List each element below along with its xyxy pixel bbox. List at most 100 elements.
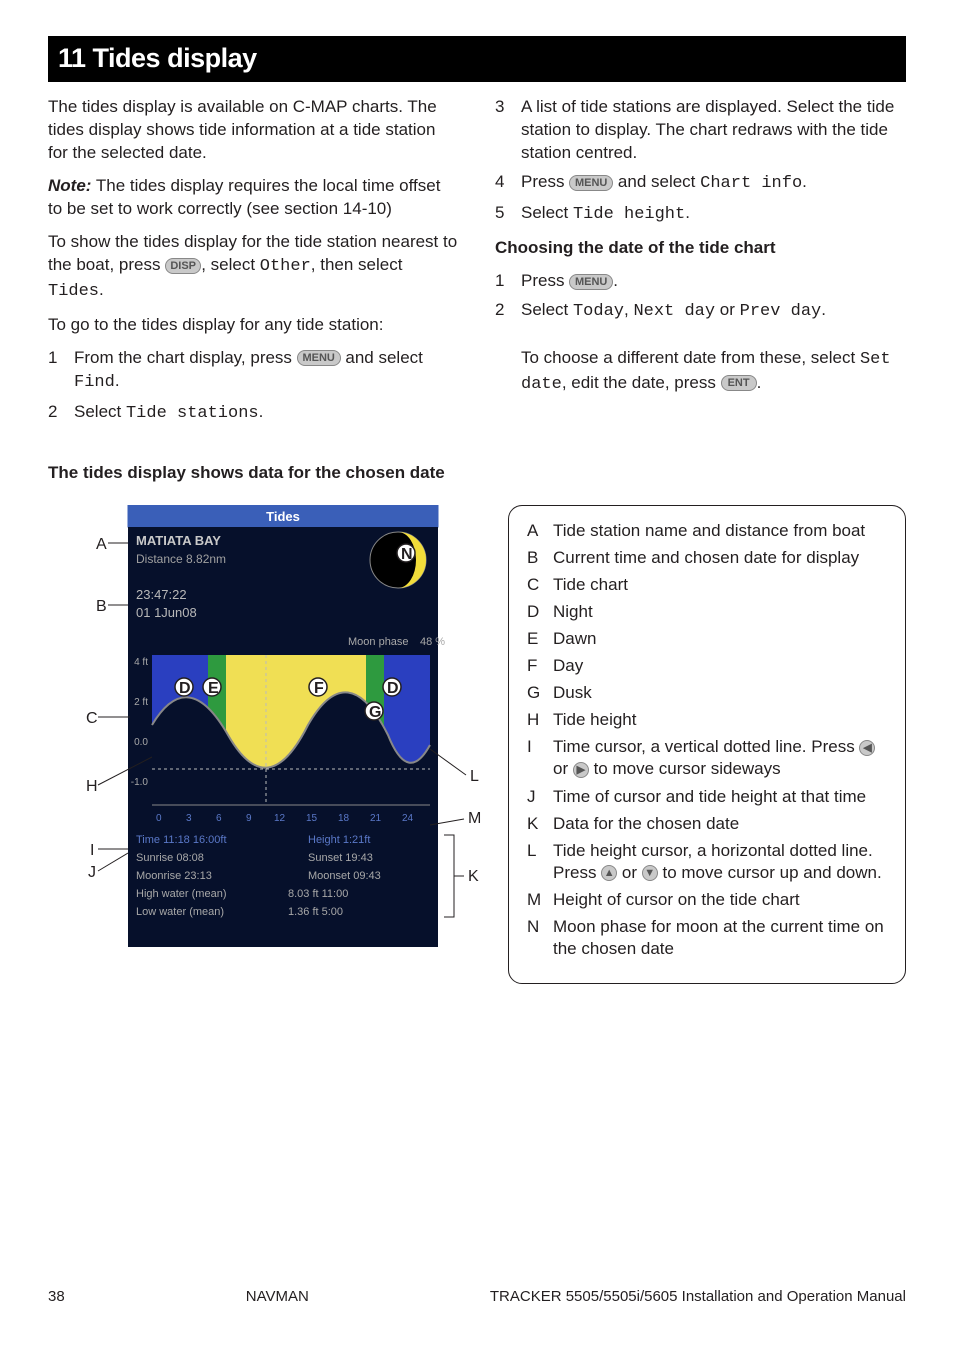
svg-text:12: 12 [274, 813, 286, 824]
svg-text:A: A [96, 536, 107, 553]
list-item: L Tide height cursor, a horizontal dotte… [527, 840, 887, 884]
step-body: Select Tide height. [521, 202, 906, 227]
svg-text:Moon phase: Moon phase [348, 636, 409, 648]
list-item: 2 Select Today, Next day or Prev day. To… [495, 299, 906, 397]
svg-text:23:47:22: 23:47:22 [136, 587, 187, 602]
list-item: I Time cursor, a vertical dotted line. P… [527, 736, 887, 780]
footer-brand: NAVMAN [246, 1287, 309, 1307]
svg-text:24: 24 [402, 813, 414, 824]
svg-text:D: D [179, 680, 191, 697]
list-item: EDawn [527, 628, 887, 650]
show-tides-paragraph: To show the tides display for the tide s… [48, 231, 459, 304]
main-two-column: The tides display is available on C-MAP … [48, 96, 906, 435]
left-steps: 1 From the chart display, press MENU and… [48, 347, 459, 426]
note-paragraph: Note: The tides display requires the loc… [48, 175, 459, 221]
list-item: NMoon phase for moon at the current time… [527, 916, 887, 960]
svg-text:D: D [387, 680, 399, 697]
svg-text:E: E [208, 680, 219, 697]
tides-screenshot-diagram: Tides MATIATA BAY Distance 8.82nm 23:47:… [48, 505, 488, 972]
svg-text:0.0: 0.0 [134, 737, 148, 748]
svg-text:Distance 8.82nm: Distance 8.82nm [136, 552, 226, 566]
other-option: Other [260, 257, 311, 276]
chart-info-option: Chart info [700, 174, 802, 193]
choose-date-heading: Choosing the date of the tide chart [495, 237, 906, 260]
step-number: 1 [48, 347, 74, 395]
svg-text:Moonrise 23:13: Moonrise 23:13 [136, 870, 212, 882]
step-body: Select Today, Next day or Prev day. To c… [521, 299, 906, 397]
menu-button-icon: MENU [297, 350, 341, 366]
list-item: 5 Select Tide height. [495, 202, 906, 227]
step-number: 4 [495, 171, 521, 196]
list-item: HTide height [527, 709, 887, 731]
ent-button-icon: ENT [721, 375, 757, 391]
step-number: 5 [495, 202, 521, 227]
figure-legend-box: ATide station name and distance from boa… [508, 505, 906, 985]
svg-text:C: C [86, 710, 98, 727]
svg-text:4 ft: 4 ft [134, 657, 148, 668]
intro-paragraph: The tides display is available on C-MAP … [48, 96, 459, 165]
step-body: A list of tide stations are displayed. S… [521, 96, 906, 165]
step-body: From the chart display, press MENU and s… [74, 347, 459, 395]
list-item: CTide chart [527, 574, 887, 596]
legend-list: ATide station name and distance from boa… [527, 520, 887, 961]
figure-row: Tides MATIATA BAY Distance 8.82nm 23:47:… [48, 505, 906, 985]
list-item: FDay [527, 655, 887, 677]
page-number: 38 [48, 1287, 65, 1307]
note-label: Note: [48, 176, 91, 195]
svg-text:9: 9 [246, 813, 252, 824]
left-column: The tides display is available on C-MAP … [48, 96, 459, 435]
step-body: Select Tide stations. [74, 401, 459, 426]
left-arrow-icon: ◀ [859, 740, 875, 756]
svg-text:21: 21 [370, 813, 382, 824]
list-item: 2 Select Tide stations. [48, 401, 459, 426]
tide-height-option: Tide height [573, 205, 685, 224]
step-number: 1 [495, 270, 521, 293]
svg-text:-1.0: -1.0 [131, 777, 149, 788]
svg-text:8.03 ft 11:00: 8.03 ft 11:00 [288, 888, 348, 900]
choose-date-steps: 1 Press MENU. 2 Select Today, Next day o… [495, 270, 906, 397]
tides-option: Tides [48, 282, 99, 301]
list-item: 4 Press MENU and select Chart info. [495, 171, 906, 196]
list-item: MHeight of cursor on the tide chart [527, 889, 887, 911]
goto-tides-paragraph: To go to the tides display for any tide … [48, 314, 459, 337]
figure-caption: The tides display shows data for the cho… [48, 462, 906, 485]
list-item: ATide station name and distance from boa… [527, 520, 887, 542]
up-arrow-icon: ▲ [601, 865, 617, 881]
right-arrow-icon: ▶ [573, 762, 589, 778]
list-item: 1 Press MENU. [495, 270, 906, 293]
svg-text:Tides: Tides [266, 509, 300, 524]
list-item: JTime of cursor and tide height at that … [527, 786, 887, 808]
step-body: Press MENU and select Chart info. [521, 171, 906, 196]
right-steps: 3 A list of tide stations are displayed.… [495, 96, 906, 227]
svg-text:K: K [468, 868, 479, 885]
disp-button-icon: DISP [165, 258, 201, 274]
svg-text:6: 6 [216, 813, 222, 824]
tides-figure-svg: Tides MATIATA BAY Distance 8.82nm 23:47:… [48, 505, 488, 965]
svg-text:Low water (mean): Low water (mean) [136, 906, 224, 918]
svg-text:L: L [470, 768, 479, 785]
list-item: DNight [527, 601, 887, 623]
svg-text:15: 15 [306, 813, 318, 824]
svg-text:F: F [314, 680, 324, 697]
svg-text:3: 3 [186, 813, 192, 824]
svg-text:H: H [86, 778, 98, 795]
svg-text:B: B [96, 598, 107, 615]
section-title: 11 Tides display [58, 43, 257, 73]
menu-button-icon: MENU [569, 175, 613, 191]
svg-text:Time 11:18 16:00ft: Time 11:18 16:00ft [136, 834, 227, 846]
menu-button-icon: MENU [569, 274, 613, 290]
legend-l: Tide height cursor, a horizontal dotted … [553, 840, 887, 884]
svg-text:Moonset 09:43: Moonset 09:43 [308, 870, 381, 882]
svg-text:J: J [88, 864, 96, 881]
list-item: 1 From the chart display, press MENU and… [48, 347, 459, 395]
footer-manual-title: TRACKER 5505/5505i/5605 Installation and… [490, 1287, 906, 1307]
list-item: 3 A list of tide stations are displayed.… [495, 96, 906, 165]
page-footer: 38 NAVMAN TRACKER 5505/5505i/5605 Instal… [48, 1287, 906, 1307]
step-body: Press MENU. [521, 270, 906, 293]
list-item: BCurrent time and chosen date for displa… [527, 547, 887, 569]
find-option: Find [74, 373, 115, 392]
svg-text:2 ft: 2 ft [134, 697, 148, 708]
figure-area: The tides display shows data for the cho… [48, 462, 906, 985]
svg-text:M: M [468, 810, 481, 827]
svg-text:Sunset 19:43: Sunset 19:43 [308, 852, 373, 864]
